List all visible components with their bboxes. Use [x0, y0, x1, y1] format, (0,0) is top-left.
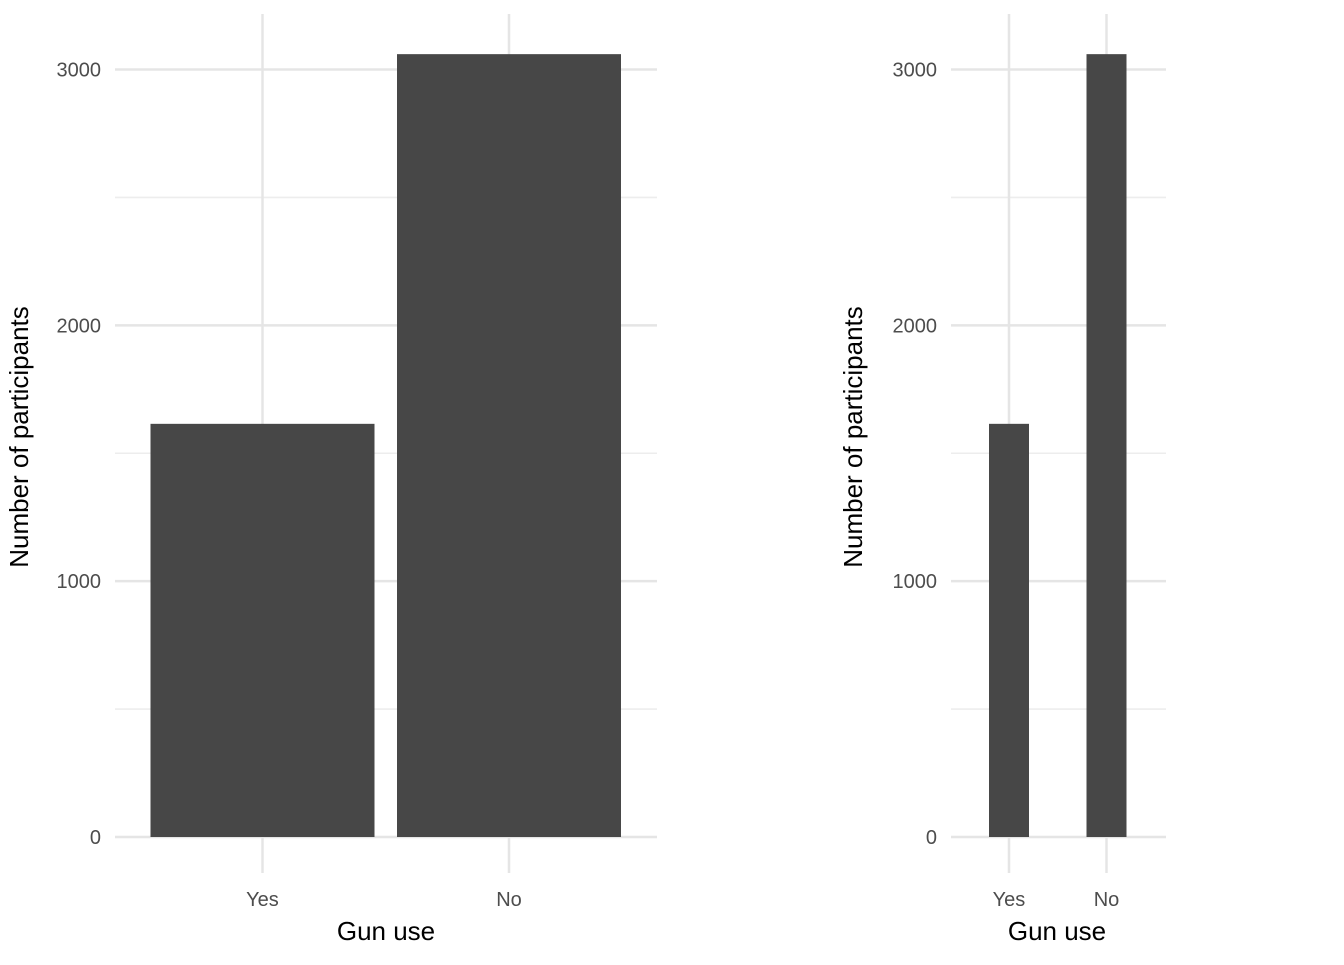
- x-tick-label: No: [496, 889, 522, 911]
- bar-yes: [150, 423, 375, 837]
- right-bar-chart-panel: 0 1000 2000 3000 Yes No Gun use Number of parti…: [838, 14, 1166, 946]
- x-axis-title: Gun use: [1008, 916, 1106, 946]
- x-tick-label: Yes: [246, 889, 279, 911]
- bar-yes: [989, 423, 1029, 837]
- x-axis-title: Gun use: [337, 916, 435, 946]
- y-axis-title: Number of participants: [838, 306, 868, 568]
- y-axis-title: Number of participants: [4, 306, 34, 568]
- x-tick-label: Yes: [993, 889, 1026, 911]
- bar-no: [397, 54, 621, 837]
- y-tick-label: 0: [90, 827, 101, 849]
- y-tick-label: 1000: [57, 571, 102, 593]
- left-bar-chart-panel: 0 1000 2000 3000 Yes No Gun use Number of parti…: [4, 14, 657, 946]
- x-tick-label: No: [1094, 889, 1120, 911]
- y-tick-label: 2000: [893, 315, 938, 337]
- y-tick-label: 3000: [893, 60, 938, 82]
- y-tick-label: 0: [926, 827, 937, 849]
- y-tick-label: 2000: [57, 315, 102, 337]
- y-tick-label: 3000: [57, 60, 102, 82]
- bar-no: [1086, 54, 1127, 837]
- y-tick-label: 1000: [893, 571, 938, 593]
